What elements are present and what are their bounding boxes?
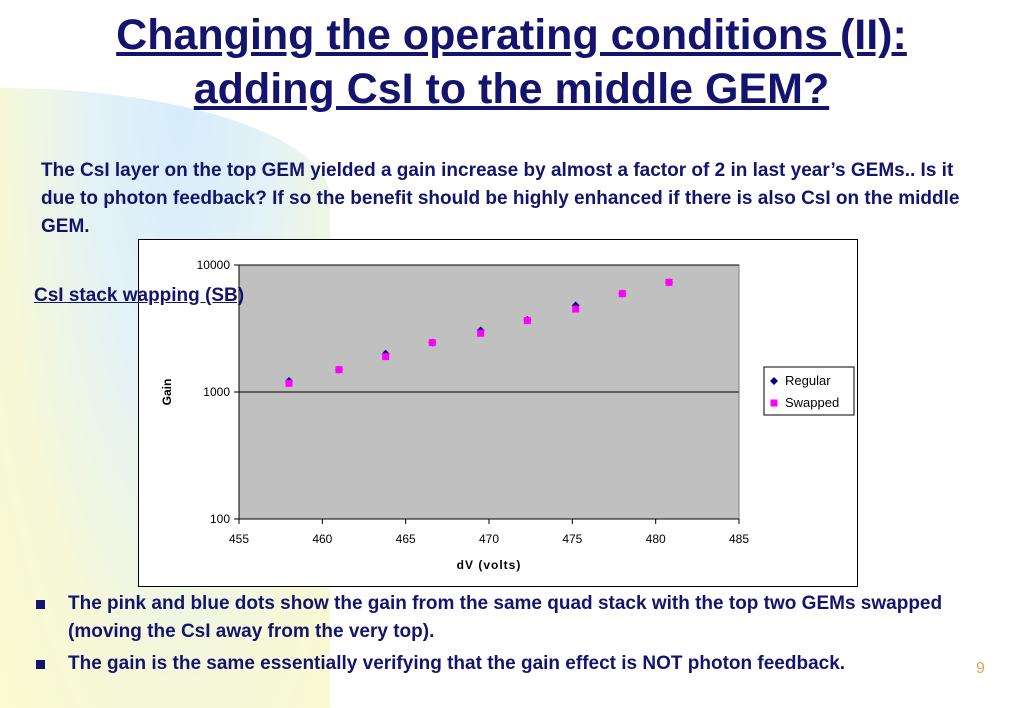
data-point-swapped bbox=[572, 305, 580, 313]
page-number: 9 bbox=[976, 660, 985, 677]
title-line-1: Changing the operating conditions (II): bbox=[116, 11, 907, 59]
legend-label: Swapped bbox=[785, 395, 839, 410]
x-tick-label: 455 bbox=[229, 532, 249, 546]
gain-chart: 100 1000 10000 455 460 465 470 475 480 485 dV (vol… bbox=[160, 258, 855, 572]
bullet-list: The pink and blue dots show the gain fro… bbox=[36, 590, 986, 682]
intro-paragraph: The CsI layer on the top GEM yielded a g… bbox=[41, 160, 960, 237]
data-point-swapped bbox=[523, 317, 531, 325]
y-tick-label: 10000 bbox=[197, 258, 231, 272]
x-axis-title: dV (volts) bbox=[457, 558, 522, 572]
legend-label: Regular bbox=[785, 373, 831, 388]
data-point-swapped bbox=[618, 290, 626, 298]
legend-marker-swapped bbox=[770, 399, 778, 407]
data-point-swapped bbox=[285, 379, 293, 387]
square-bullet-icon bbox=[36, 660, 45, 669]
data-point-swapped bbox=[428, 339, 436, 347]
data-point-swapped bbox=[477, 329, 485, 337]
x-tick-label: 475 bbox=[562, 532, 582, 546]
slide-title: Changing the operating conditions (II): … bbox=[0, 8, 1023, 116]
data-point-swapped bbox=[382, 353, 390, 361]
x-tick-label: 480 bbox=[646, 532, 666, 546]
y-tick-label: 1000 bbox=[203, 385, 230, 399]
data-point-swapped bbox=[665, 278, 673, 286]
x-tick-label: 460 bbox=[312, 532, 332, 546]
bullet-text: The pink and blue dots show the gain fro… bbox=[68, 593, 943, 642]
y-tick-label: 100 bbox=[210, 512, 230, 526]
subheading: CsI stack wapping (SB) bbox=[34, 285, 245, 306]
bullet-text: The gain is the same essentially verifyi… bbox=[68, 653, 846, 674]
data-point-swapped bbox=[335, 366, 343, 374]
title-line-2: adding CsI to the middle GEM? bbox=[193, 65, 830, 113]
bullet-item: The pink and blue dots show the gain fro… bbox=[36, 590, 986, 646]
legend-box bbox=[763, 366, 855, 416]
x-tick-label: 465 bbox=[396, 532, 416, 546]
square-bullet-icon bbox=[36, 600, 45, 609]
x-tick-label: 470 bbox=[479, 532, 499, 546]
x-tick-label: 485 bbox=[729, 532, 749, 546]
legend-marker-regular bbox=[770, 377, 778, 385]
y-axis-title: Gain bbox=[160, 379, 174, 406]
bullet-item: The gain is the same essentially verifyi… bbox=[36, 650, 986, 678]
chart-frame: 100 1000 10000 455 460 465 470 475 480 485 dV (vol… bbox=[138, 239, 858, 587]
